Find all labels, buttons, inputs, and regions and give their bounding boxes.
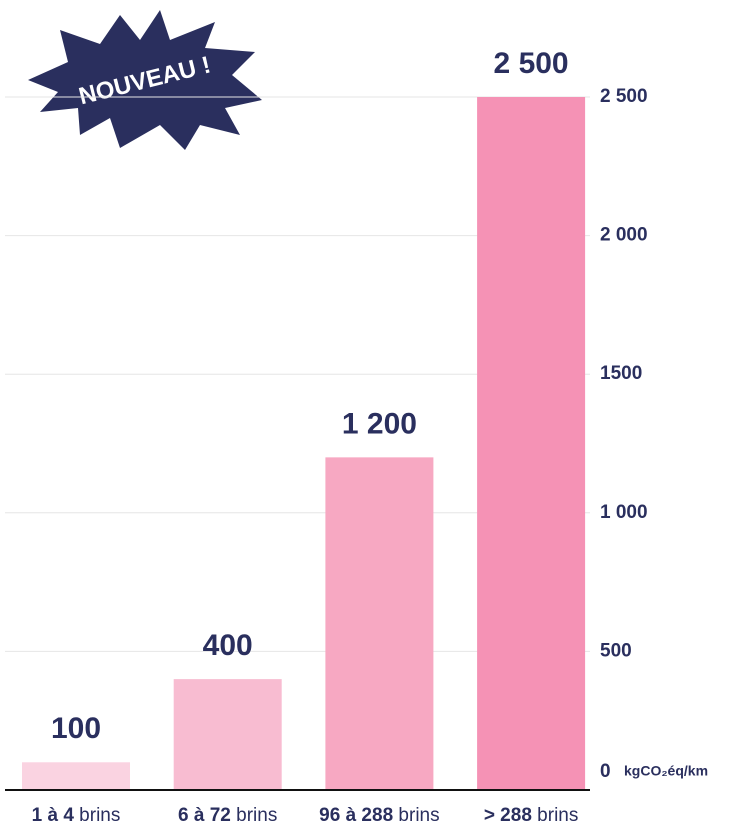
- value-label: 1 200: [342, 407, 417, 440]
- x-tick-label: 1 à 4 brins: [32, 805, 121, 826]
- value-label: 2 500: [494, 47, 569, 80]
- category: 1 à 4: [32, 805, 75, 826]
- category: 6 à 72: [178, 805, 231, 826]
- y-tick-label: 2 000: [600, 225, 648, 246]
- category-unit: brins: [398, 805, 439, 826]
- value-label: 100: [51, 712, 101, 745]
- x-tick-label: 96 à 288 brins: [319, 805, 439, 826]
- bar: [325, 457, 434, 790]
- badge: NOUVEAU !: [28, 10, 262, 150]
- y-tick-label: 2 500: [600, 86, 648, 107]
- y-tick-label: 0: [600, 761, 611, 782]
- y-unit: kgCO₂éq/km: [624, 763, 708, 779]
- bar: [22, 762, 130, 790]
- bar: [477, 97, 586, 790]
- y-tick-label: 1500: [600, 363, 642, 384]
- category-unit: brins: [79, 805, 120, 826]
- x-tick-label: > 288 brins: [484, 805, 579, 826]
- category-unit: brins: [537, 805, 578, 826]
- category: > 288: [484, 805, 532, 826]
- y-tick-label: 500: [600, 640, 632, 661]
- x-tick-label: 6 à 72 brins: [178, 805, 277, 826]
- badge-star: [28, 10, 262, 150]
- y-tick-label: 1 000: [600, 502, 648, 523]
- category: 96 à 288: [319, 805, 393, 826]
- category-unit: brins: [236, 805, 277, 826]
- bar: [173, 679, 282, 790]
- value-label: 400: [203, 629, 253, 662]
